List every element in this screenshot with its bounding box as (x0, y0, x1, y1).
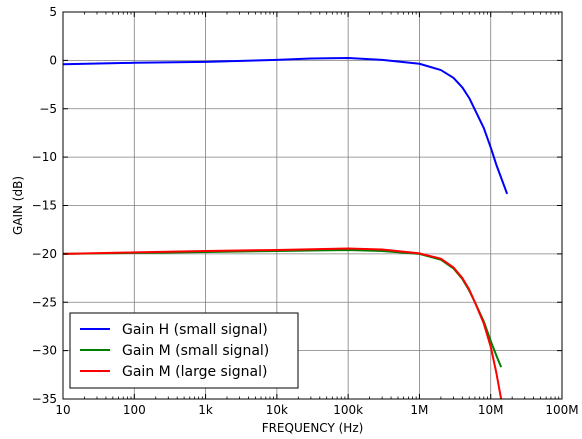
x-tick-label: 1k (198, 403, 213, 417)
x-tick-label: 1M (410, 403, 428, 417)
legend-label: Gain M (large signal) (122, 364, 267, 380)
series-line-1 (63, 56, 509, 195)
legend: Gain H (small signal) Gain M (small signa… (69, 312, 299, 389)
x-axis-label: FREQUENCY (Hz) (262, 421, 364, 435)
grid-lines (63, 12, 562, 399)
x-tick-label: 10M (478, 403, 504, 417)
legend-label: Gain H (small signal) (122, 322, 268, 338)
y-tick-label: −5 (39, 102, 57, 116)
data-series (63, 56, 509, 399)
y-tick-label: 5 (49, 5, 57, 19)
x-tick-label: 100M (545, 403, 578, 417)
y-tick-label: −10 (32, 150, 57, 164)
y-tick-label: −15 (32, 199, 57, 213)
y-axis-label: GAIN (dB) (11, 176, 25, 235)
legend-label: Gain M (small signal) (122, 343, 269, 359)
y-tick-label: −25 (32, 295, 57, 309)
y-tick-label: 0 (49, 53, 57, 67)
x-tick-label: 10k (266, 403, 288, 417)
y-tick-label: −35 (32, 392, 57, 406)
y-tick-label: −20 (32, 247, 57, 261)
axis-ticks: 10 100 1k 10k 100k 1M 10M 100M 5 0 −5 −10 −15 −20 −25 −… (32, 5, 579, 417)
x-tick-label: 100 (123, 403, 146, 417)
axis-labels: FREQUENCY (Hz) GAIN (dB) (11, 176, 363, 435)
y-tick-label: −30 (32, 344, 57, 358)
x-tick-label: 10 (55, 403, 70, 417)
x-tick-label: 100k (333, 403, 363, 417)
series-line-3 (63, 247, 503, 399)
